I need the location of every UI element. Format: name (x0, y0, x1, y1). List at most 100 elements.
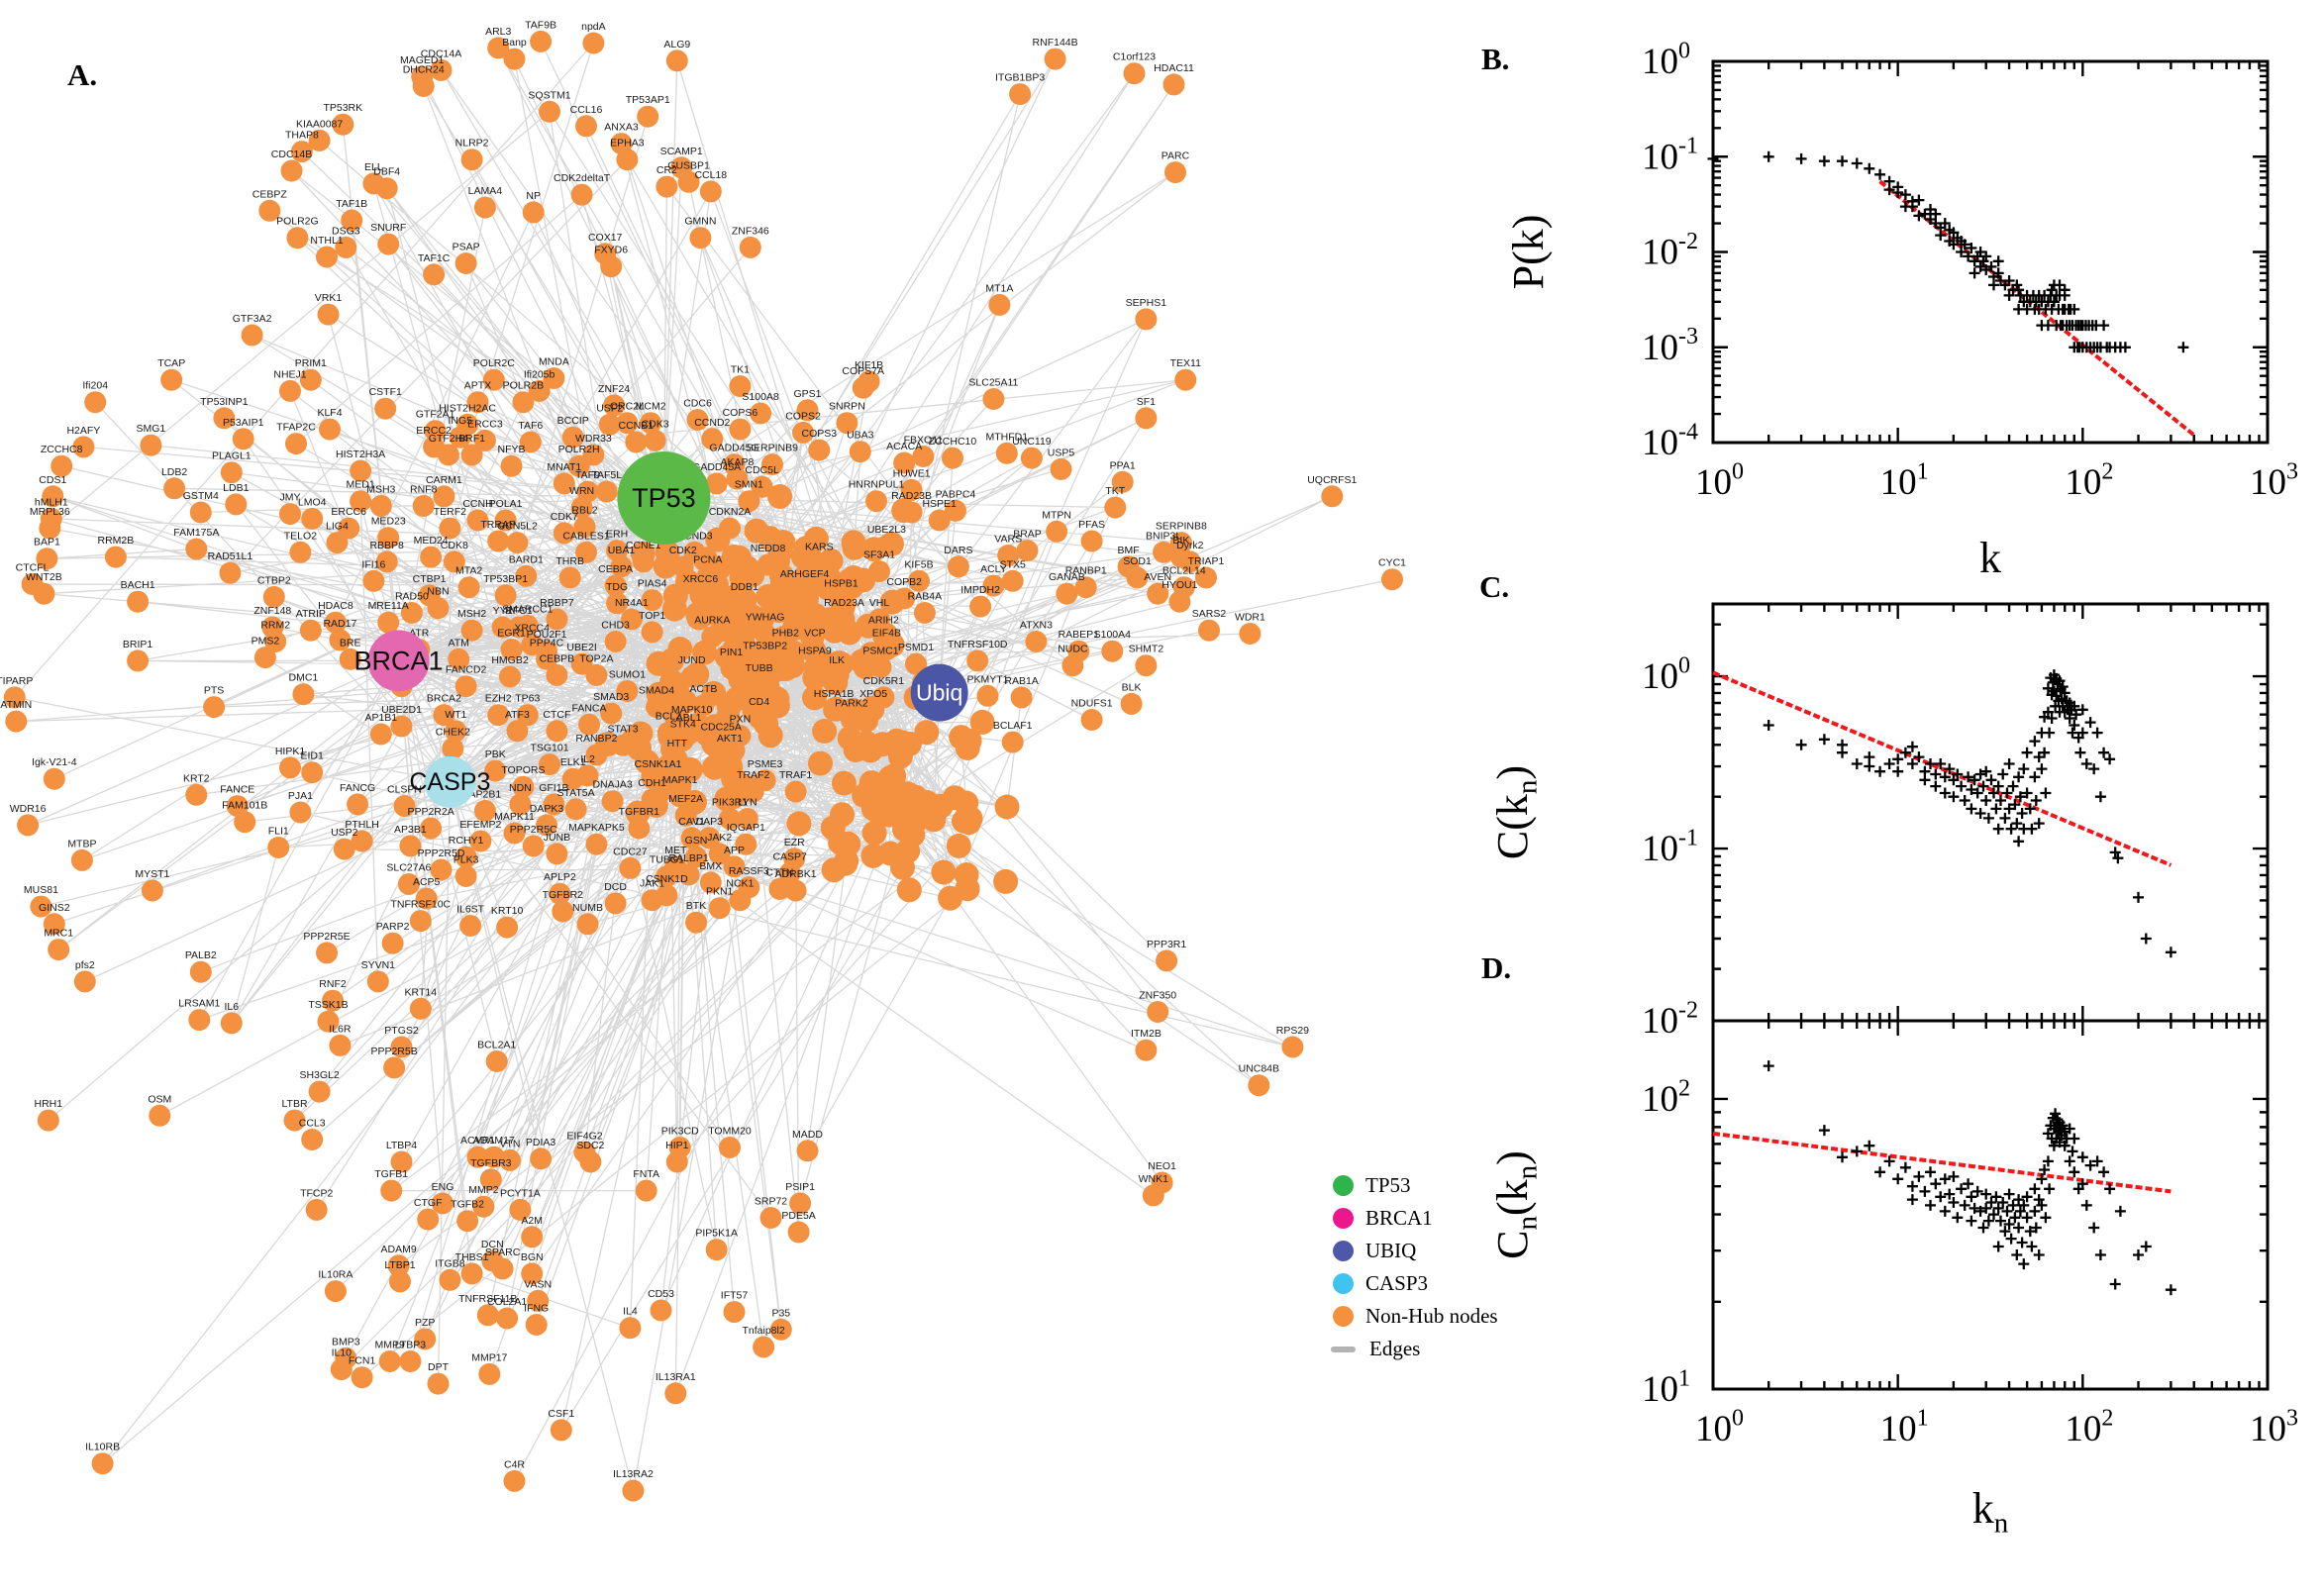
network-node (1164, 161, 1186, 184)
network-node-label: C1orf123 (1113, 51, 1156, 63)
network-node-label: NEDD8 (751, 543, 786, 554)
network-node (641, 788, 663, 811)
network-node (258, 199, 281, 222)
network-node (369, 723, 392, 746)
network-node-label: IL13RA1 (656, 1371, 696, 1383)
network-node (469, 830, 492, 852)
network-node-label: CDC25A (700, 722, 741, 734)
network-node (880, 784, 906, 810)
network-node-label: SOD1 (1123, 555, 1152, 567)
network-node (558, 566, 581, 589)
network-node (189, 960, 212, 983)
network-node (472, 1195, 495, 1218)
scatter-points-C (1763, 669, 2176, 958)
panel-label-a: A. (67, 57, 98, 92)
network-node-label: BRF1 (458, 433, 485, 445)
network-node-label: CDS1 (39, 474, 66, 486)
network-node (546, 720, 568, 743)
network-node-label: CHD3 (601, 620, 630, 632)
network-node-label: CCNB1 (619, 420, 655, 432)
hub-node-tp53 (617, 450, 711, 545)
network-node-label: TRAF2 (737, 769, 769, 781)
network-node (719, 517, 741, 540)
network-node (561, 426, 584, 449)
network-node-label: WT1 (445, 709, 466, 721)
network-node-label: AVEN (1144, 571, 1171, 583)
network-node (860, 796, 886, 822)
network-node-label: NR4A1 (615, 597, 649, 609)
network-node (582, 32, 605, 54)
network-node (308, 1080, 331, 1103)
network-node-label: DPT (428, 1361, 450, 1373)
network-node (802, 685, 827, 711)
network-node-label: CDK8 (441, 540, 468, 551)
legend: TP53 BRCA1 UBIQ CASP3 Non-Hub nodes Edge… (1331, 1169, 1498, 1365)
network-node-label: DSG3 (332, 225, 360, 237)
network-node (913, 602, 936, 624)
network-node (1135, 1039, 1158, 1061)
network-node-label: LIG4 (326, 521, 349, 533)
network-node (705, 472, 728, 495)
network-node-label: CABLES1 (562, 530, 609, 542)
network-node-label: WDR16 (10, 803, 47, 815)
network-node-label: CDK2deltaT (554, 172, 611, 184)
network-node-label: KRT14 (405, 986, 438, 998)
network-node (494, 509, 517, 532)
network-node-label: THRB (556, 555, 584, 567)
network-node-label: BCL2L14 (1162, 565, 1206, 577)
network-node (796, 1140, 819, 1162)
network-node-label: IFT57 (721, 1290, 749, 1302)
network-node (456, 1210, 479, 1233)
network-node-label: IL6ST (456, 904, 485, 916)
network-node-label: SF3A1 (863, 549, 895, 561)
network-node (869, 732, 895, 757)
hub-node-label: Ubiq (916, 680, 962, 706)
network-node-label: BRIP1 (123, 639, 153, 650)
network-node-label: CARM1 (426, 474, 462, 486)
network-node-label: KIAA0087 (296, 118, 343, 130)
network-node-label: YY1 (493, 605, 513, 617)
svg-text:10-1: 10-1 (1642, 134, 1698, 178)
network-node-label: PLAGL1 (212, 450, 252, 462)
network-node-label: GADD45A (692, 461, 741, 473)
network-node (1198, 619, 1220, 642)
network-node-label: AKAP8 (720, 456, 754, 468)
network-node-label: PIK3R1 (712, 797, 748, 809)
network-node (719, 744, 741, 766)
network-node-label: POLR2C (473, 357, 515, 369)
network-node (219, 561, 242, 584)
network-node (770, 530, 796, 554)
network-node (509, 1198, 532, 1221)
network-node-label: PPP3R1 (1147, 939, 1186, 950)
network-node-label: CEBPA (598, 563, 633, 575)
network-node-label: ZNF148 (253, 605, 291, 617)
network-node (616, 680, 639, 702)
network-node-label: SLC27A6 (386, 862, 431, 874)
network-node (766, 598, 792, 624)
network-node (757, 553, 779, 576)
network-node (479, 1168, 502, 1191)
network-node (739, 236, 761, 258)
network-node-label: PIK3CD (661, 1126, 699, 1138)
network-node (685, 911, 707, 934)
network-node (430, 858, 453, 881)
network-node-label: TFCP2 (300, 1187, 333, 1199)
network-node-label: SQSTM1 (528, 89, 570, 101)
network-node-label: UQCRFS1 (1307, 474, 1357, 486)
network-node (1248, 1074, 1270, 1097)
network-node (601, 790, 624, 813)
network-node (482, 368, 505, 391)
network-node (375, 550, 398, 573)
hub-node-ubiq (910, 663, 968, 722)
network-node-label: STAT3 (607, 723, 638, 735)
network-node-label: TSSK1B (308, 999, 348, 1011)
network-node-label: BGN (521, 1251, 544, 1263)
network-node-label: TGFBR2 (543, 889, 584, 901)
network-node-label: BCLAF1 (993, 720, 1033, 732)
network-node-label: Banp (502, 37, 527, 49)
network-node-label: DMC1 (289, 672, 319, 684)
network-node (390, 1036, 413, 1058)
network-node (522, 201, 545, 224)
network-node (1074, 576, 1097, 599)
